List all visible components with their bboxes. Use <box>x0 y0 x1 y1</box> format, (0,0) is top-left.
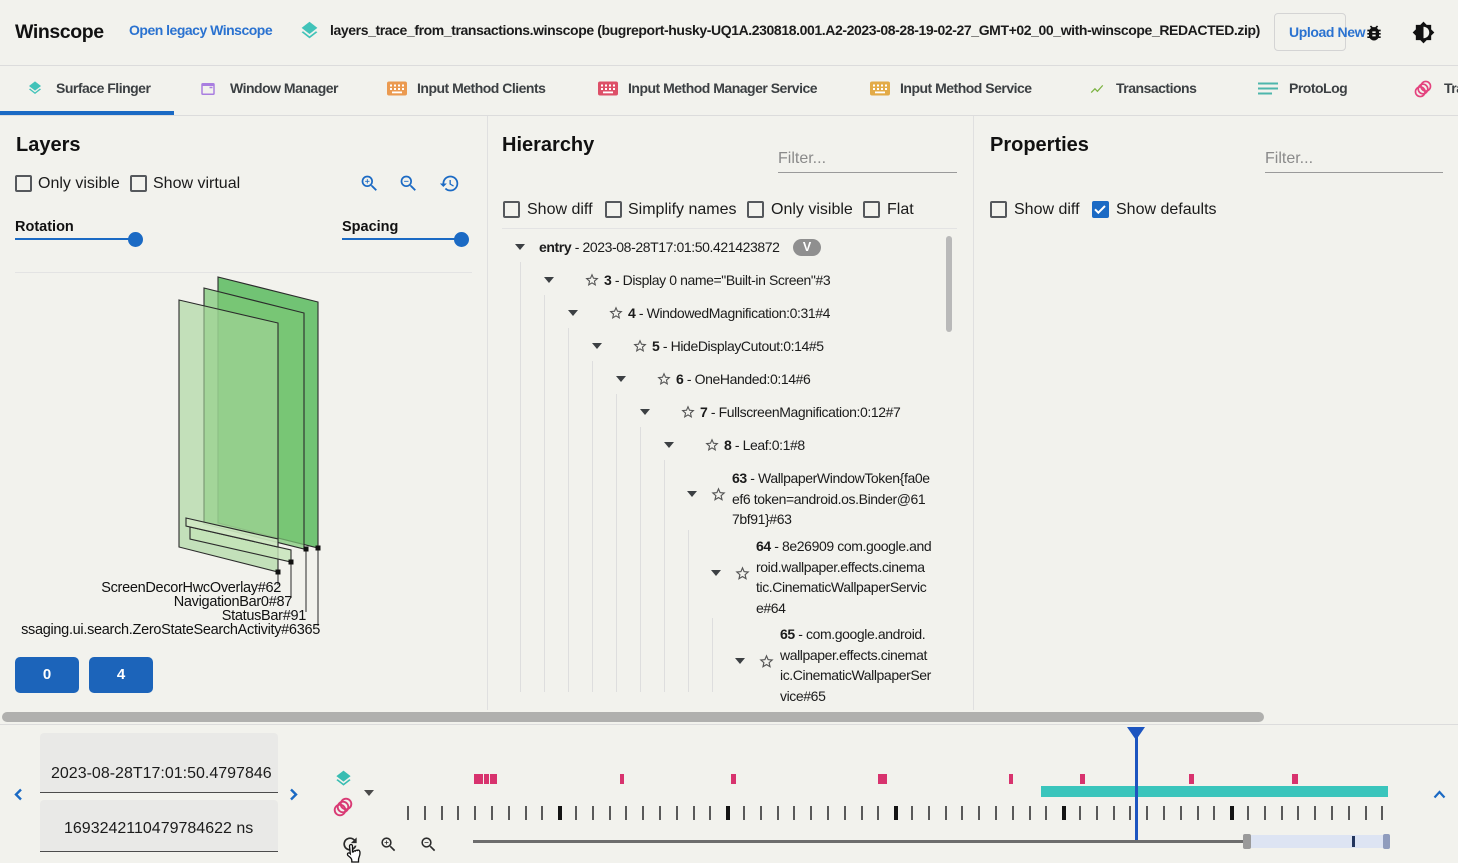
svg-text:ssaging.ui.search.ZeroStateSea: ssaging.ui.search.ZeroStateSearchActivit… <box>21 622 320 638</box>
svg-text:NavigationBar0#87: NavigationBar0#87 <box>174 594 292 610</box>
svg-text:ScreenDecorHwcOverlay#62: ScreenDecorHwcOverlay#62 <box>101 580 281 596</box>
svg-text:StatusBar#91: StatusBar#91 <box>222 608 306 624</box>
